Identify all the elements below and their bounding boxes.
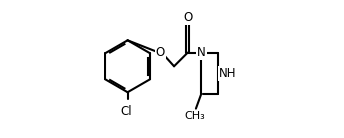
Text: NH: NH: [218, 67, 236, 80]
Text: O: O: [156, 46, 165, 59]
Text: N: N: [197, 46, 206, 59]
Text: CH₃: CH₃: [184, 111, 205, 121]
Text: O: O: [183, 11, 192, 24]
Text: Cl: Cl: [120, 104, 132, 118]
